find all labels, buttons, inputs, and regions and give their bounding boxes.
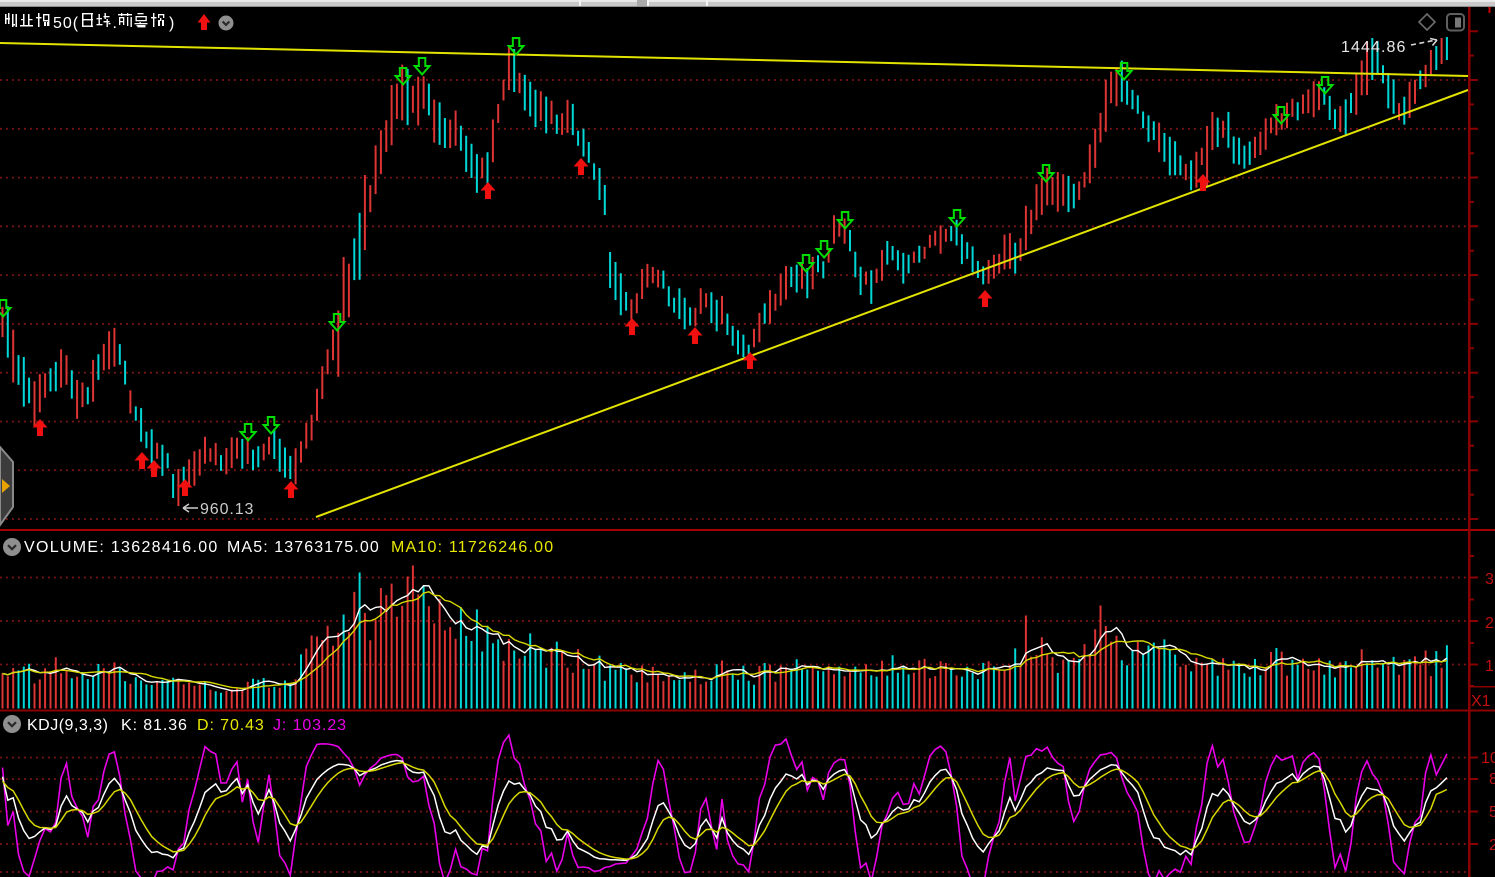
- svg-text:MA5: 13763175.00: MA5: 13763175.00: [227, 539, 380, 556]
- svg-text:KDJ(9,3,3): KDJ(9,3,3): [27, 717, 108, 734]
- svg-text:3: 3: [1485, 571, 1494, 588]
- svg-text:J: 103.23: J: 103.23: [273, 717, 347, 734]
- svg-text:D: 70.43: D: 70.43: [197, 717, 265, 734]
- svg-text:K: 81.36: K: 81.36: [121, 717, 188, 734]
- svg-text:X1: X1: [1471, 693, 1491, 710]
- svg-text:): ): [169, 15, 174, 32]
- svg-text:1444.86: 1444.86: [1341, 39, 1407, 56]
- svg-text:5: 5: [1489, 804, 1495, 821]
- svg-text:.: .: [113, 15, 117, 32]
- svg-text:VOLUME: 13628416.00: VOLUME: 13628416.00: [24, 539, 219, 556]
- svg-text:10: 10: [1481, 750, 1495, 767]
- svg-text:MA10: 11726246.00: MA10: 11726246.00: [391, 539, 554, 556]
- svg-text:1: 1: [1485, 658, 1494, 675]
- svg-text:2: 2: [1489, 837, 1495, 854]
- svg-text:960.13: 960.13: [200, 501, 254, 518]
- svg-text:50(: 50(: [53, 15, 79, 32]
- svg-text:2: 2: [1485, 615, 1494, 632]
- svg-text:8: 8: [1489, 771, 1495, 788]
